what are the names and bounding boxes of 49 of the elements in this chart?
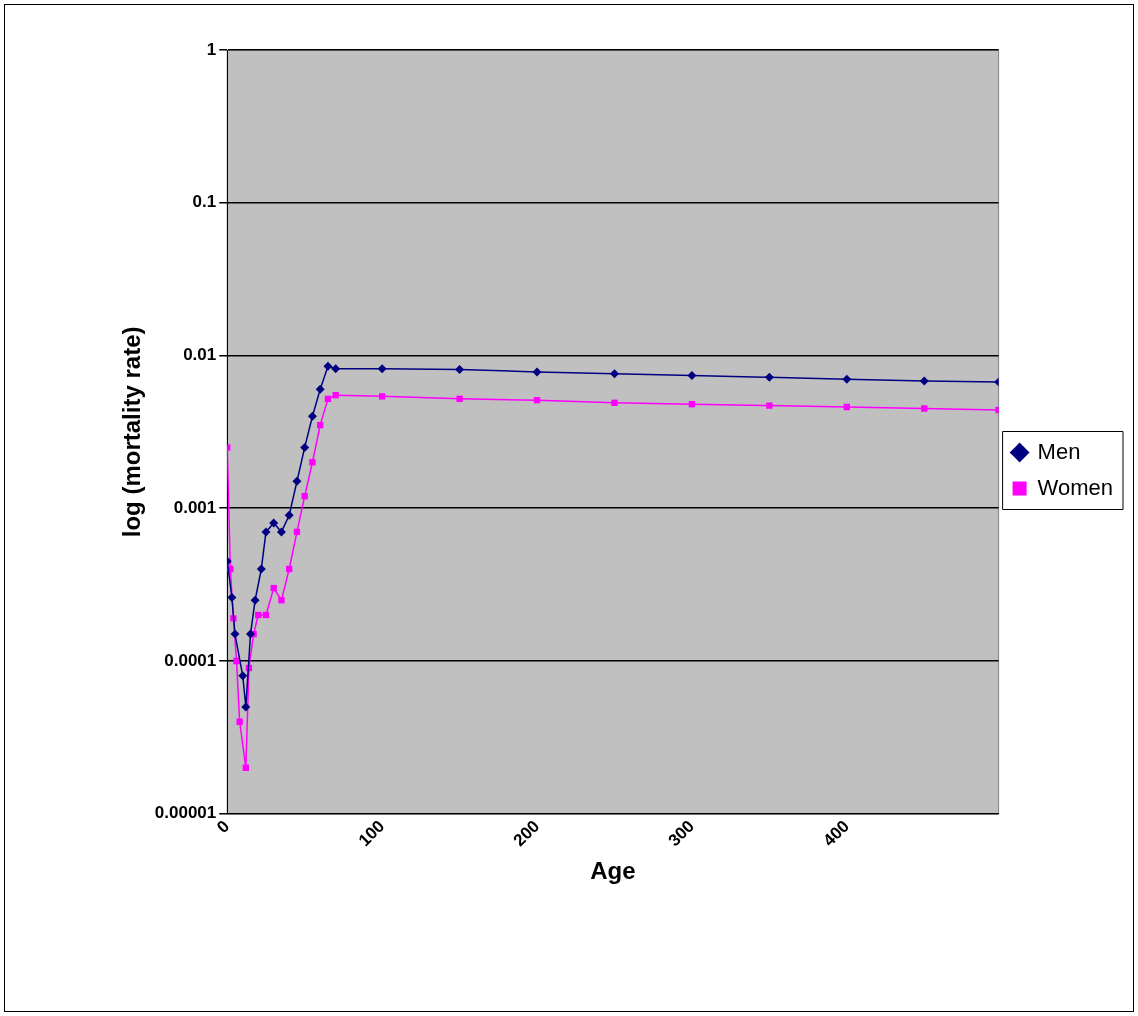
x-axis-title: Age (590, 857, 636, 885)
point (286, 565, 293, 573)
point (764, 372, 774, 382)
point (315, 384, 325, 394)
point (230, 629, 240, 639)
point (292, 476, 302, 486)
point (236, 718, 243, 725)
point (378, 393, 386, 400)
point (309, 459, 316, 466)
x-tick-label: 200 (509, 816, 544, 851)
point (455, 364, 465, 374)
point (456, 395, 463, 403)
y-tick-label: 0.001 (173, 497, 217, 517)
point (307, 411, 317, 421)
point (261, 527, 271, 537)
point (300, 442, 310, 452)
point (323, 361, 333, 371)
point (331, 364, 341, 374)
point (609, 369, 619, 379)
y-axis-title: log (mortality rate) (118, 326, 146, 538)
point (227, 593, 237, 603)
y-tick-label: 0.1 (192, 192, 217, 212)
point (842, 374, 852, 384)
point (332, 391, 339, 399)
point (921, 405, 928, 412)
point (766, 402, 773, 409)
point (241, 702, 251, 712)
x-tick-label: 400 (819, 816, 853, 851)
point (278, 597, 285, 604)
point (687, 370, 697, 380)
y-tick-label: 1 (206, 39, 217, 59)
point (250, 595, 260, 605)
legend-label: Women (1037, 474, 1114, 500)
point (919, 376, 929, 386)
legend-label: Men (1037, 438, 1081, 464)
point (269, 518, 279, 528)
point (611, 399, 618, 406)
point (256, 564, 266, 574)
point (377, 364, 387, 374)
y-tick-label: 0.00001 (154, 803, 217, 823)
y-tick-label: 0.0001 (164, 650, 217, 670)
point (245, 629, 255, 639)
point (238, 671, 248, 681)
x-tick-label: 300 (664, 816, 699, 851)
x-tick-label: 100 (354, 816, 389, 851)
point (276, 527, 286, 537)
y-tick-label: 0.01 (183, 345, 217, 365)
point (284, 510, 294, 520)
point (532, 367, 542, 377)
